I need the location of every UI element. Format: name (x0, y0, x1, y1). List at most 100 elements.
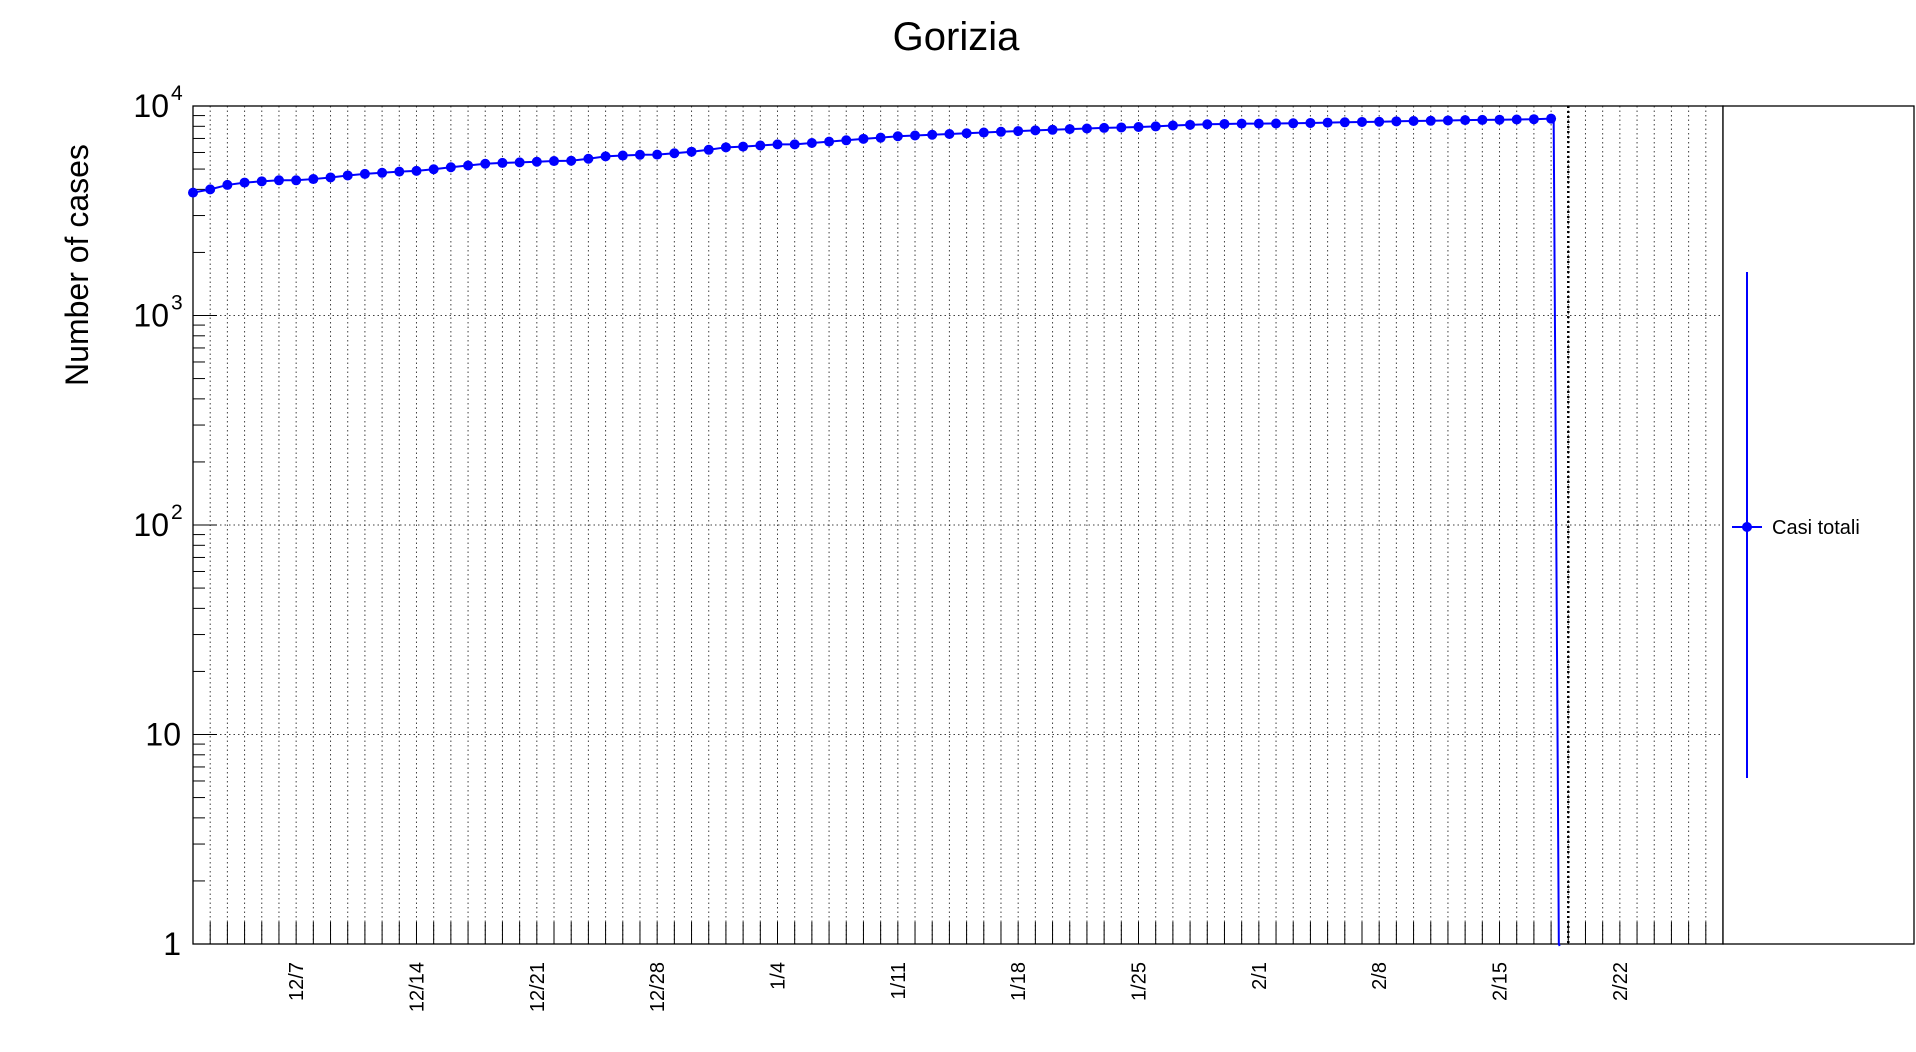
data-point (445, 162, 456, 173)
legend-box (1722, 105, 1915, 945)
data-point (428, 164, 439, 175)
data-point (325, 172, 336, 183)
data-point (686, 146, 697, 157)
data-point (669, 148, 680, 159)
data-point (1271, 118, 1282, 129)
data-point (1236, 118, 1247, 129)
data-point (1391, 116, 1402, 127)
data-point (291, 175, 302, 186)
data-point (1047, 124, 1058, 135)
data-point (1528, 114, 1539, 125)
data-point (1322, 117, 1333, 128)
data-point (359, 168, 370, 179)
data-point (1202, 119, 1213, 130)
data-point (1116, 122, 1127, 133)
y-tick-label: 10 (145, 717, 181, 753)
data-point (634, 149, 645, 160)
data-point (1030, 125, 1041, 136)
y-tick-exponent: 4 (171, 82, 183, 105)
data-point (377, 167, 388, 178)
data-point (755, 140, 766, 151)
data-point (1425, 115, 1436, 126)
data-point (222, 179, 233, 190)
data-point (1219, 118, 1230, 129)
data-point (841, 135, 852, 146)
data-point (1494, 114, 1505, 125)
data-point (1408, 116, 1419, 126)
legend-label: Casi totali (1772, 517, 1860, 539)
data-point (394, 166, 405, 177)
data-point (1099, 122, 1110, 133)
data-point (1356, 116, 1367, 127)
x-tick-label: 1/25 (1129, 962, 1151, 1001)
x-tick-label: 12/7 (286, 962, 308, 1001)
data-point (738, 141, 749, 152)
x-tick-label: 1/18 (1008, 962, 1030, 1001)
x-tick-label: 2/1 (1249, 962, 1271, 990)
data-point (892, 131, 903, 142)
y-tick-label: 10 (133, 507, 169, 543)
data-point (703, 144, 714, 155)
legend: Casi totali (1722, 105, 1915, 945)
data-point (1511, 114, 1522, 125)
data-point (549, 156, 560, 167)
data-point (1013, 126, 1024, 137)
grid (193, 106, 1723, 944)
x-tick-label: 12/28 (647, 962, 669, 1012)
x-tick-label: 2/15 (1490, 962, 1512, 1001)
data-point (1305, 117, 1316, 128)
data-point (239, 177, 250, 188)
data-point (256, 176, 267, 187)
x-tick-label: 12/14 (406, 962, 428, 1012)
x-tick-label: 2/8 (1369, 962, 1391, 990)
x-tick-labels: 12/7 12/14 12/21 12/28 1/4 1/11 1/18 1/25 2/1 2/8… (286, 962, 1632, 1012)
data-point (1185, 119, 1196, 130)
data-point (514, 157, 525, 168)
data-point (617, 150, 628, 161)
axis-ticks (193, 105, 1707, 945)
y-tick-exponent: 3 (171, 292, 183, 315)
data-point (1442, 115, 1453, 126)
data-point (566, 155, 577, 166)
chart-title: Gorizia (893, 15, 1020, 59)
y-axis-label: Number of cases (59, 144, 95, 386)
data-point (1339, 117, 1350, 128)
data-point (652, 149, 663, 160)
data-point (600, 151, 611, 162)
data-point (858, 133, 869, 144)
data-point (188, 187, 198, 198)
data-point (875, 132, 886, 143)
data-point (583, 153, 594, 164)
x-tick-label: 1/4 (767, 962, 789, 990)
x-tick-label: 1/11 (888, 962, 910, 999)
data-point (205, 184, 216, 195)
data-point (531, 156, 542, 167)
data-point (1064, 124, 1075, 135)
data-point (927, 129, 938, 140)
x-tick-label: 2/22 (1610, 962, 1632, 1001)
data-point (1167, 120, 1178, 131)
data-point (411, 165, 422, 176)
y-tick-exponent: 2 (171, 501, 183, 524)
data-point (961, 128, 972, 139)
data-point (944, 129, 955, 140)
data-point (910, 130, 921, 141)
data-point (824, 136, 835, 147)
data-point (1477, 114, 1488, 125)
x-tick-label: 12/21 (527, 962, 549, 1012)
data-point (308, 174, 319, 185)
data-point (720, 142, 731, 153)
data-point (1253, 118, 1264, 129)
data-point (463, 160, 474, 171)
data-point (1150, 121, 1161, 132)
data-point (806, 137, 817, 148)
y-tick-label: 1 (163, 926, 181, 962)
data-point (1546, 113, 1557, 124)
data-point (1081, 123, 1092, 134)
data-point (273, 175, 284, 186)
data-point (978, 127, 989, 138)
data-point (1133, 121, 1144, 132)
